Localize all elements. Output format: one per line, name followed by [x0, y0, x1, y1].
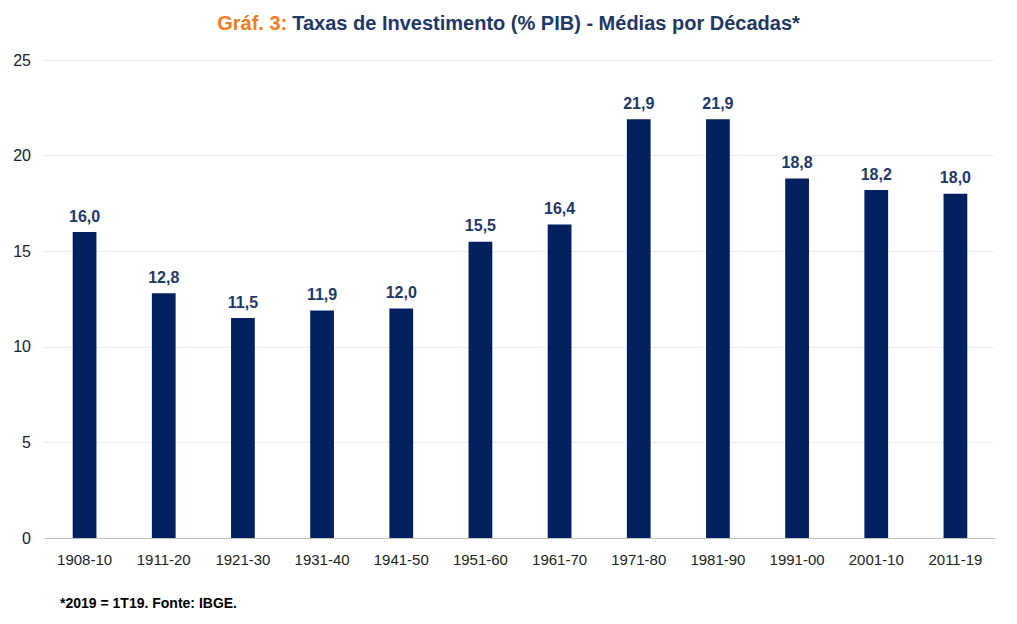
svg-text:10: 10 — [13, 338, 31, 355]
svg-text:16,4: 16,4 — [544, 200, 575, 217]
svg-text:21,9: 21,9 — [702, 95, 733, 112]
svg-text:1941-50: 1941-50 — [374, 551, 429, 568]
svg-text:12,8: 12,8 — [148, 269, 179, 286]
svg-text:Taxas de Investimento (% PIB): Taxas de Investimento (% PIB) - Médias p… — [292, 12, 800, 34]
svg-text:18,0: 18,0 — [940, 169, 971, 186]
svg-text:2001-10: 2001-10 — [849, 551, 904, 568]
svg-text:1981-90: 1981-90 — [690, 551, 745, 568]
svg-text:1951-60: 1951-60 — [453, 551, 508, 568]
svg-text:11,5: 11,5 — [228, 294, 258, 311]
svg-text:Gráf. 3:: Gráf. 3: — [217, 12, 287, 34]
svg-text:15,5: 15,5 — [465, 217, 496, 234]
svg-text:11,9: 11,9 — [307, 286, 337, 303]
svg-text:1931-40: 1931-40 — [295, 551, 350, 568]
svg-text:16,0: 16,0 — [69, 208, 100, 225]
svg-text:1921-30: 1921-30 — [215, 551, 270, 568]
svg-text:20: 20 — [13, 147, 31, 164]
svg-text:1991-00: 1991-00 — [770, 551, 825, 568]
svg-text:1961-70: 1961-70 — [532, 551, 587, 568]
svg-text:15: 15 — [13, 243, 31, 260]
svg-text:1911-20: 1911-20 — [137, 551, 191, 568]
svg-text:0: 0 — [22, 530, 31, 547]
svg-text:25: 25 — [13, 52, 31, 69]
svg-text:18,8: 18,8 — [782, 154, 813, 171]
svg-text:5: 5 — [22, 434, 31, 451]
svg-text:12,0: 12,0 — [386, 284, 417, 301]
svg-text:21,9: 21,9 — [623, 95, 654, 112]
svg-text:1971-80: 1971-80 — [611, 551, 666, 568]
svg-text:2011-19: 2011-19 — [928, 551, 982, 568]
svg-text:*2019 = 1T19. Fonte: IBGE.: *2019 = 1T19. Fonte: IBGE. — [60, 595, 237, 611]
svg-text:18,2: 18,2 — [861, 166, 892, 183]
svg-text:1908-10: 1908-10 — [57, 551, 112, 568]
